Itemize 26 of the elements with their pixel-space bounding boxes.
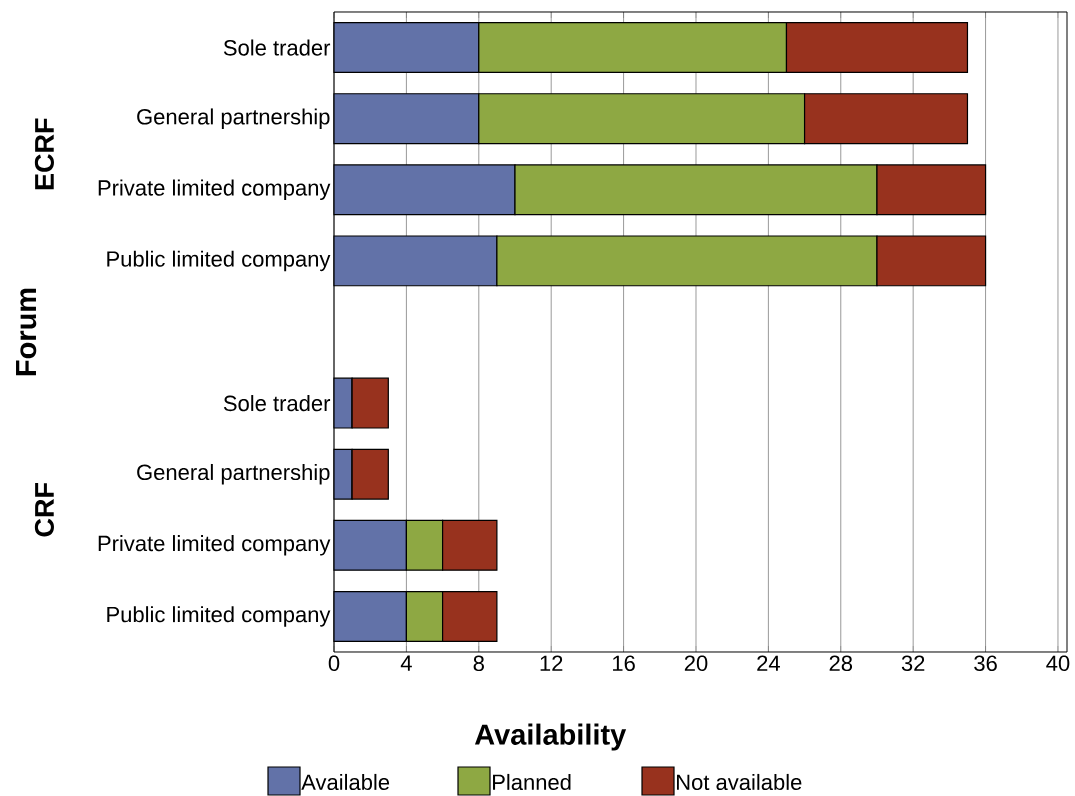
- x-tick-label: 28: [829, 655, 853, 672]
- x-tick-label: 40: [1046, 655, 1070, 672]
- y-tick-label: Private limited company: [98, 179, 331, 201]
- x-tick-label: 32: [901, 655, 925, 672]
- legend-label: Planned: [493, 773, 571, 791]
- x-axis-title: Availability: [474, 723, 627, 751]
- x-tick-label: 36: [974, 655, 997, 672]
- y-tick-label: Public limited company: [107, 250, 331, 272]
- y-tick-label: General partnership: [137, 108, 330, 129]
- legend-label: Available: [301, 773, 390, 791]
- x-tick-label: 4: [400, 655, 412, 671]
- y-axis-title: Forum: [16, 288, 37, 376]
- x-tick-label: 20: [684, 655, 708, 672]
- x-tick-label: 8: [473, 655, 484, 672]
- text: CRF: [34, 483, 54, 537]
- legend-label: Not available: [677, 773, 802, 791]
- x-tick-label: 24: [757, 655, 780, 671]
- x-tick-label: 16: [613, 655, 635, 672]
- y-tick-label: General partnership: [137, 463, 330, 485]
- y-tick-label: Sole trader: [223, 395, 331, 412]
- x-tick-label: 0: [328, 655, 340, 672]
- text: ECRF: [34, 118, 54, 190]
- y-tick-label: Private limited company: [98, 535, 331, 556]
- y-tick-label: Sole trader: [223, 39, 331, 56]
- x-tick-label: 12: [540, 655, 563, 671]
- y-tick-label: Public limited company: [107, 606, 331, 627]
